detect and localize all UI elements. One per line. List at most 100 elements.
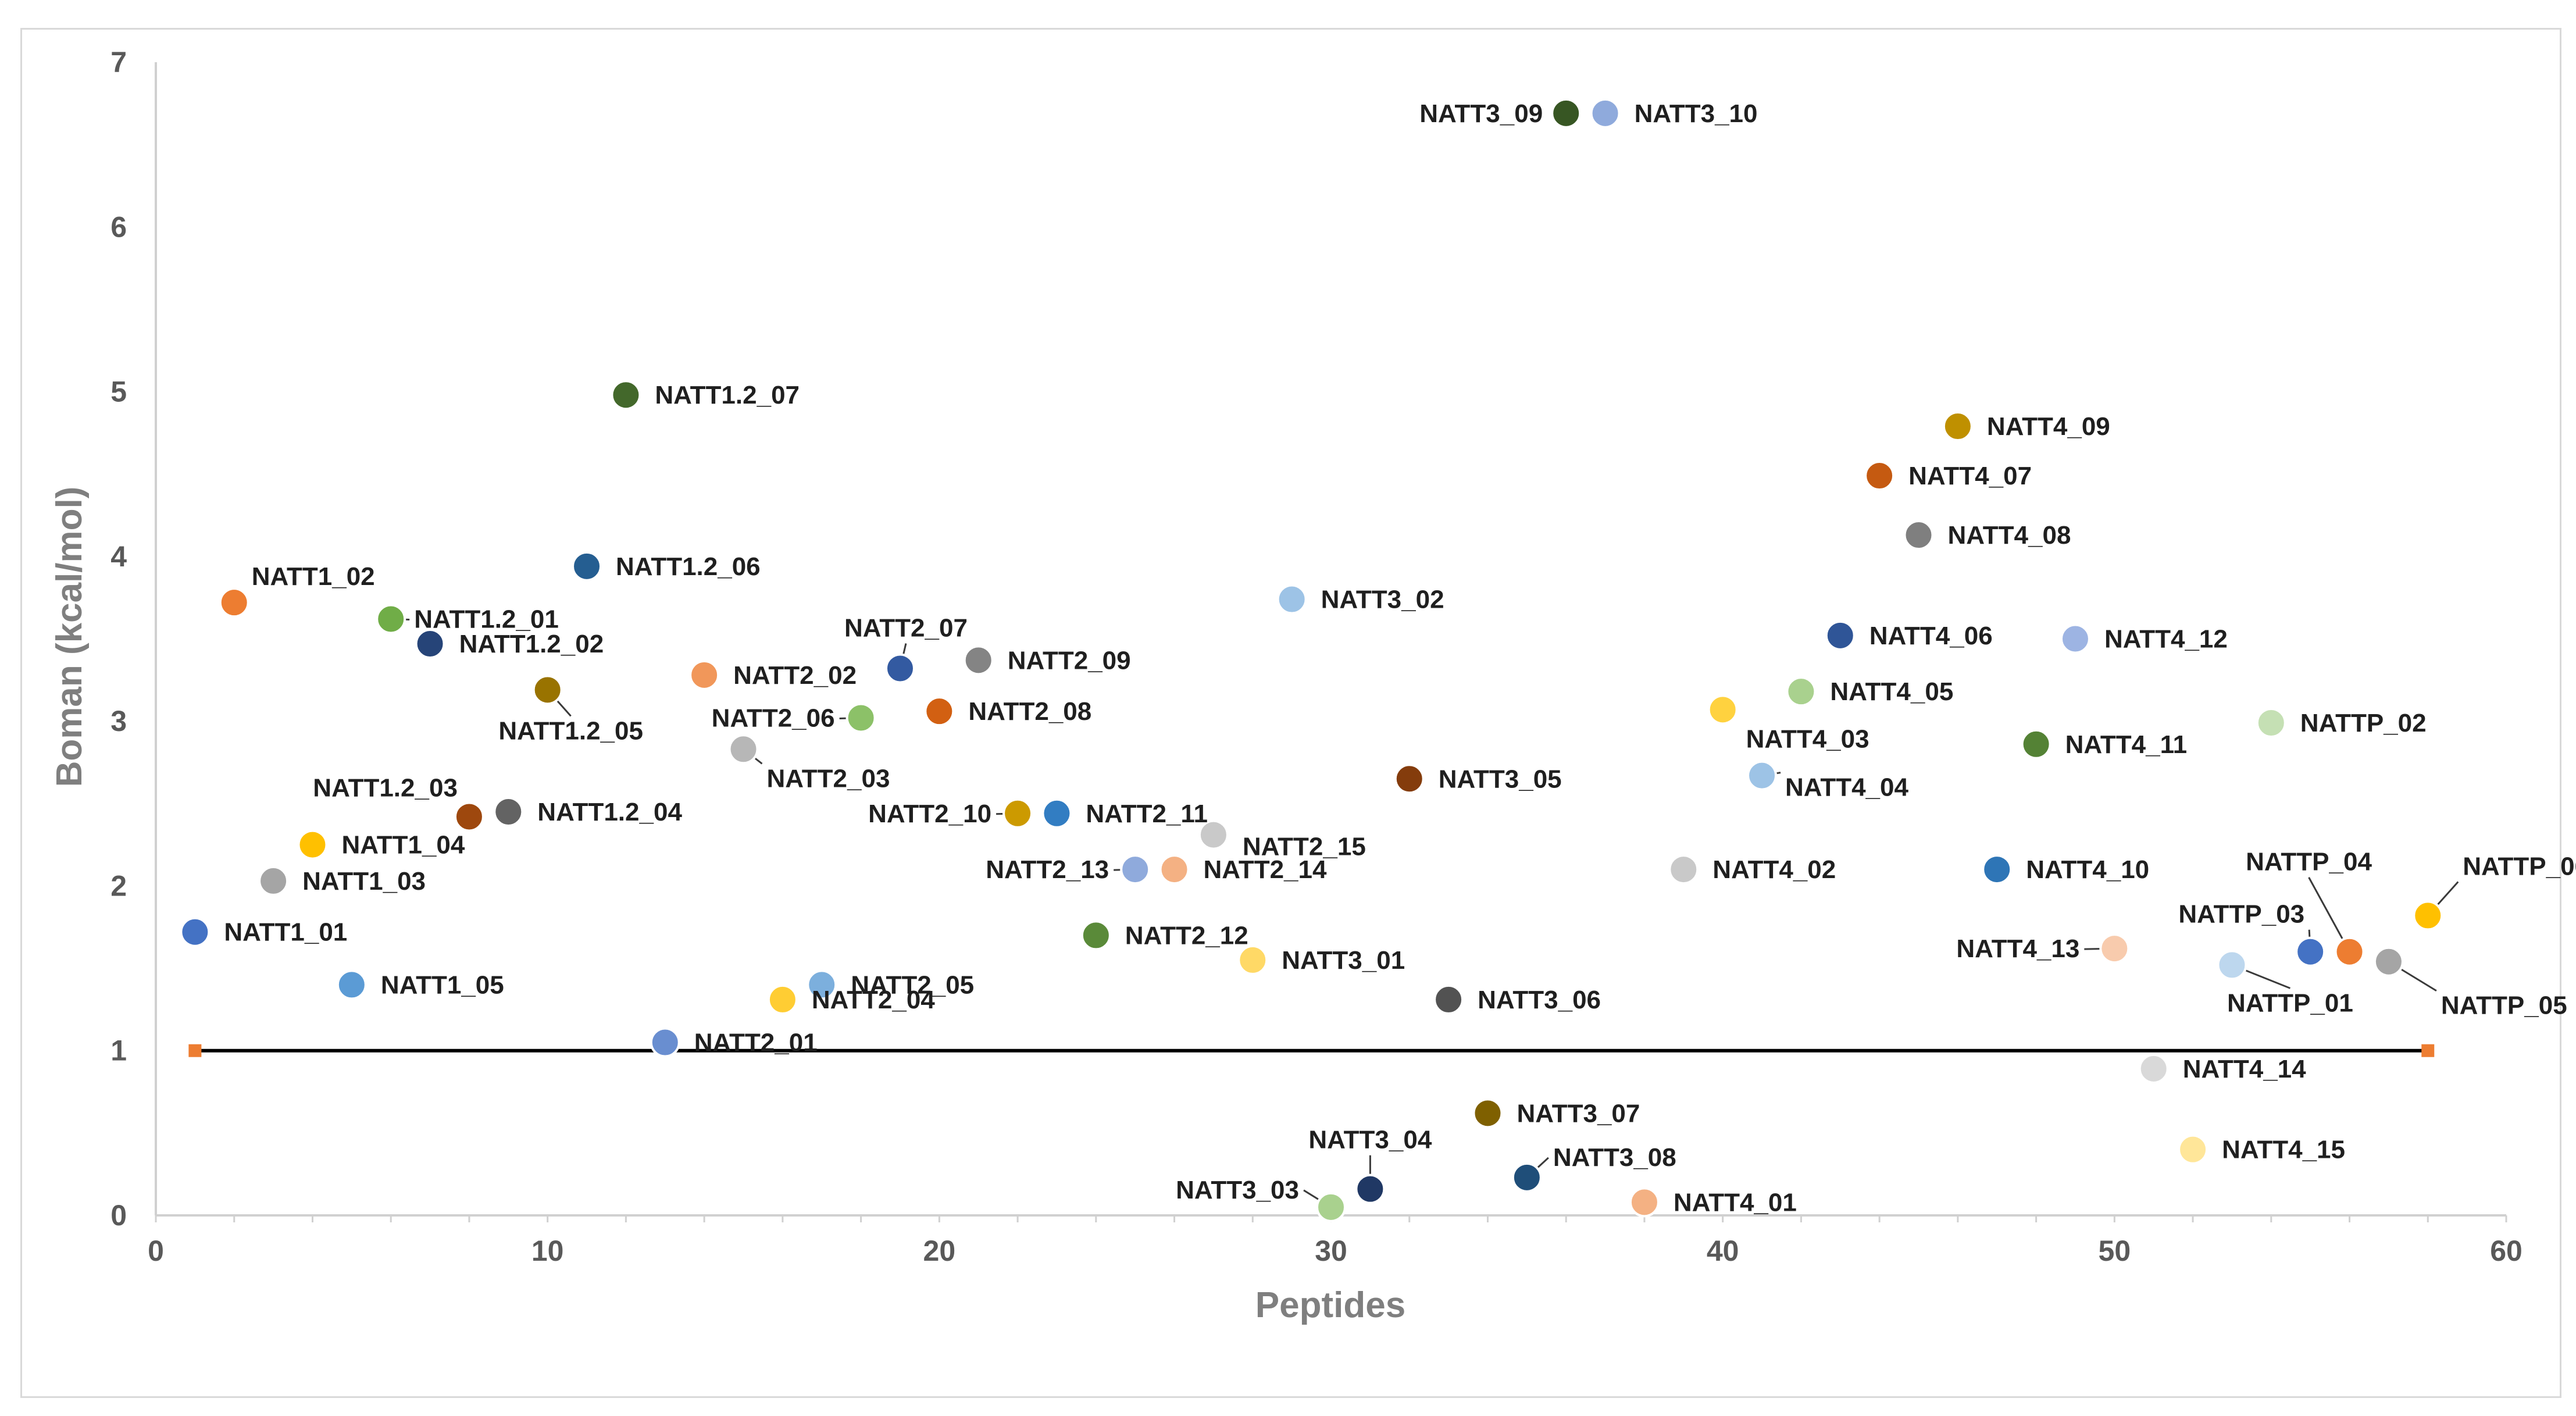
chart-frame (20, 28, 2561, 1398)
point-label: NATT4_11 (2065, 730, 2188, 759)
point-label: NATT4_13 (1956, 935, 2079, 963)
reference-line-marker (188, 1044, 202, 1057)
data-point (454, 801, 484, 832)
data-point (1864, 461, 1895, 491)
y-tick-label: 2 (110, 869, 127, 902)
point-label: NATT4_01 (1674, 1188, 1797, 1217)
data-point (1511, 1162, 1542, 1193)
data-point (1316, 1192, 1346, 1222)
data-point (1159, 854, 1190, 885)
data-point (1472, 1098, 1503, 1129)
point-label: NATT4_15 (2222, 1136, 2345, 1164)
data-point (1707, 694, 1738, 725)
reference-line-group (188, 1044, 2435, 1057)
x-axis-title: Peptides (1255, 1285, 1405, 1325)
data-point (1237, 944, 1268, 975)
point-label: NATT4_12 (2104, 625, 2228, 654)
data-point (1433, 984, 1464, 1015)
x-tick-label: 10 (531, 1235, 564, 1267)
y-tick-label: 4 (110, 540, 127, 573)
x-tick-label: 40 (1707, 1235, 1739, 1267)
data-point (1120, 854, 1151, 885)
x-tick-label: 20 (923, 1235, 956, 1267)
y-tick-label: 7 (110, 46, 127, 79)
point-label: NATT2_09 (1008, 646, 1131, 675)
data-point (297, 829, 328, 860)
point-label: NATTP_06 (2463, 852, 2576, 880)
point-label: NATT1_01 (224, 918, 347, 947)
data-point (1080, 920, 1111, 951)
data-point (180, 916, 210, 947)
data-point (2099, 933, 2130, 964)
point-label: NATT3_09 (1419, 99, 1543, 128)
data-point (2256, 707, 2286, 738)
point-label: NATT4_05 (1830, 677, 1953, 706)
point-label: NATT1_04 (341, 831, 465, 859)
data-point (415, 628, 445, 659)
point-label: NATT1.2_05 (498, 716, 643, 745)
data-point (1198, 819, 1229, 850)
point-label: NATT4_04 (1785, 773, 1908, 802)
data-point (1629, 1187, 1660, 1218)
data-point (689, 659, 720, 690)
point-label: NATT4_02 (1712, 855, 1836, 884)
data-point (807, 969, 837, 1000)
point-label: NATT2_14 (1204, 855, 1327, 884)
point-label: NATT2_06 (712, 704, 835, 732)
y-tick-label: 0 (110, 1199, 127, 1232)
data-point (2373, 946, 2404, 977)
point-label: NATT2_13 (986, 855, 1109, 884)
data-point (1942, 411, 1973, 442)
data-point (1551, 98, 1582, 129)
data-points (180, 98, 2443, 1222)
point-label: NATT2_11 (1086, 800, 1208, 828)
data-point (1825, 620, 1856, 651)
point-label: NATT2_02 (733, 661, 857, 690)
point-label: NATT3_01 (1282, 946, 1405, 975)
x-tick-label: 0 (148, 1235, 164, 1267)
point-label: NATT2_07 (844, 614, 968, 642)
reference-line-marker (2421, 1044, 2435, 1057)
x-tick-label: 30 (1315, 1235, 1347, 1267)
point-label: NATT1.2_04 (537, 798, 682, 826)
data-point (2295, 936, 2326, 967)
data-point (1355, 1174, 1386, 1204)
data-point (376, 604, 406, 634)
point-label: NATT3_07 (1517, 1099, 1640, 1128)
data-point (1590, 98, 1621, 129)
point-label: NATT1.2_03 (313, 773, 458, 802)
data-point (2060, 623, 2090, 654)
point-label: NATTP_01 (2227, 989, 2353, 1017)
point-label: NATT1_02 (252, 562, 375, 591)
data-point (258, 865, 289, 896)
data-point (1668, 854, 1699, 885)
point-label: NATT3_05 (1439, 765, 1562, 793)
point-label: NATT2_10 (868, 800, 991, 828)
point-label: NATT2_08 (968, 697, 1091, 726)
point-label: NATT3_08 (1553, 1143, 1676, 1172)
data-point (611, 380, 641, 411)
point-labels: NATT1_01 NATT1_02 NATT1_03 NATT1_04 NATT1_05… (224, 99, 2576, 1217)
point-label: NATT3_10 (1635, 99, 1758, 128)
point-label: NATT3_06 (1478, 986, 1601, 1014)
data-point (2021, 729, 2051, 759)
point-label: NATT3_04 (1308, 1126, 1432, 1154)
point-label: NATT1_03 (302, 867, 426, 896)
data-point (1002, 798, 1033, 829)
point-label: NATT3_02 (1321, 586, 1444, 614)
data-point (845, 702, 876, 733)
data-point (2334, 936, 2365, 967)
point-label: NATT4_14 (2183, 1055, 2306, 1083)
point-label: NATT1.2_06 (616, 552, 761, 581)
point-label: NATTP_04 (2246, 848, 2372, 876)
data-point (1394, 764, 1425, 794)
data-point (1747, 760, 1778, 791)
data-point (1041, 798, 1072, 829)
data-point (1982, 854, 2013, 885)
point-label: NATT3_03 (1176, 1176, 1299, 1204)
x-tick-label: 60 (2490, 1235, 2523, 1267)
point-label: NATT2_15 (1243, 833, 1366, 861)
point-label: NATT2_04 (812, 986, 935, 1014)
point-label: NATT2_05 (851, 971, 974, 999)
